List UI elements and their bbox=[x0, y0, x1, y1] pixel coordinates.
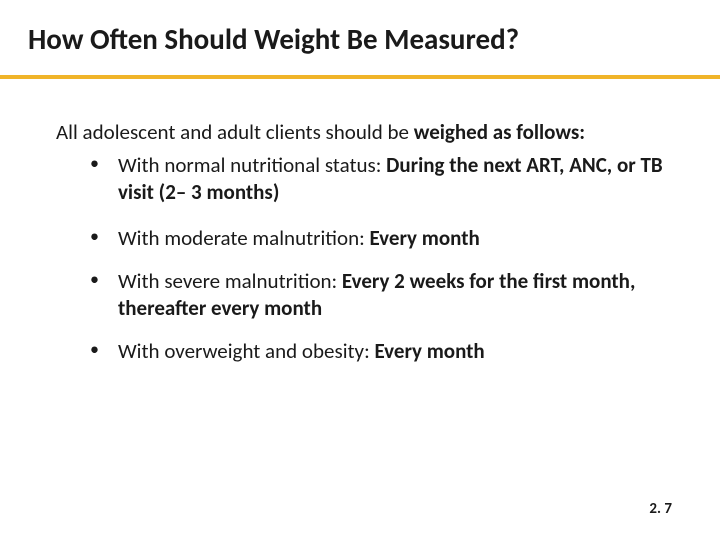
bullet-list: With normal nutritional status: During t… bbox=[56, 152, 664, 365]
bullet-bold: Every month bbox=[374, 338, 484, 364]
bullet-prefix: With normal nutritional status: bbox=[118, 152, 386, 178]
intro-bold: weighed as follows: bbox=[414, 119, 585, 145]
slide-title: How Often Should Weight Be Measured? bbox=[28, 22, 692, 57]
list-item: With overweight and obesity: Every month bbox=[86, 338, 664, 365]
bullet-prefix: With severe malnutrition: bbox=[118, 268, 342, 294]
bullet-prefix: With overweight and obesity: bbox=[118, 338, 374, 364]
list-item: With severe malnutrition: Every 2 weeks … bbox=[86, 268, 664, 322]
list-item: With normal nutritional status: During t… bbox=[86, 152, 664, 206]
intro-prefix: All adolescent and adult clients should … bbox=[56, 119, 414, 145]
list-item: With moderate malnutrition: Every month bbox=[86, 225, 664, 252]
content-area: All adolescent and adult clients should … bbox=[0, 79, 720, 365]
title-block: How Often Should Weight Be Measured? bbox=[0, 0, 720, 67]
intro-text: All adolescent and adult clients should … bbox=[56, 119, 664, 146]
page-number: 2. 7 bbox=[649, 500, 672, 518]
bullet-prefix: With moderate malnutrition: bbox=[118, 225, 369, 251]
bullet-bold: Every month bbox=[369, 225, 479, 251]
slide: How Often Should Weight Be Measured? All… bbox=[0, 0, 720, 540]
